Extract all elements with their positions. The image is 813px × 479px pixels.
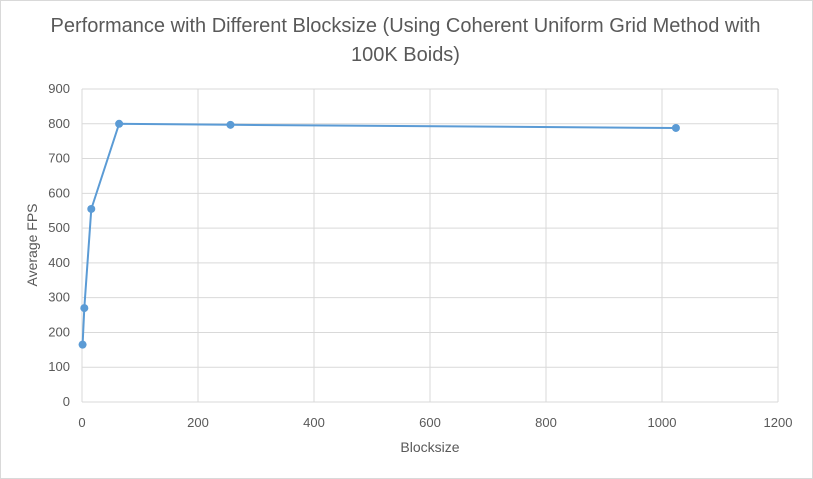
y-axis-title: Average FPS (24, 203, 40, 286)
x-tick-label: 0 (78, 415, 85, 430)
data-point (115, 119, 124, 128)
data-point (80, 304, 89, 313)
y-tick-label: 400 (48, 255, 70, 270)
x-tick-label: 1200 (764, 415, 793, 430)
y-tick-label: 700 (48, 151, 70, 166)
y-tick-label: 300 (48, 290, 70, 305)
y-tick-label: 800 (48, 116, 70, 131)
x-tick-label: 200 (187, 415, 209, 430)
data-series (78, 119, 680, 349)
x-tick-label: 600 (419, 415, 441, 430)
tick-labels: 0 100 200 300 400 500 600 700 800 900 0 200 400 600 80… (48, 81, 792, 430)
series-line (81, 122, 676, 345)
y-tick-label: 200 (48, 324, 70, 339)
y-tick-label: 900 (48, 81, 70, 96)
x-tick-label: 1000 (648, 415, 677, 430)
y-tick-label: 0 (63, 394, 70, 409)
chart-title: Performance with Different Blocksize (Us… (50, 15, 761, 66)
y-tick-label: 100 (48, 359, 70, 374)
data-point (87, 204, 96, 213)
data-point (226, 120, 235, 129)
y-tick-label: 500 (48, 220, 70, 235)
grid-lines (81, 88, 779, 403)
x-tick-label: 400 (303, 415, 325, 430)
x-tick-label: 800 (535, 415, 557, 430)
data-point (78, 340, 87, 349)
data-point (671, 123, 680, 132)
y-tick-label: 600 (48, 185, 70, 200)
x-axis-title: Blocksize (400, 439, 459, 455)
